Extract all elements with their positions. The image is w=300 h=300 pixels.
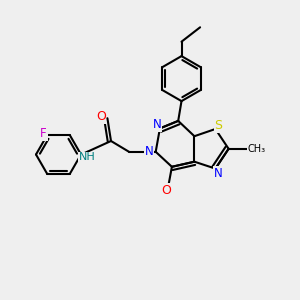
Text: O: O [162,184,171,197]
Text: NH: NH [79,152,96,162]
Text: N: N [152,118,161,131]
Text: CH₃: CH₃ [247,144,265,154]
Text: O: O [96,110,106,123]
Text: F: F [40,127,47,140]
Text: N: N [145,145,154,158]
Text: N: N [214,167,223,180]
Text: S: S [214,119,222,132]
